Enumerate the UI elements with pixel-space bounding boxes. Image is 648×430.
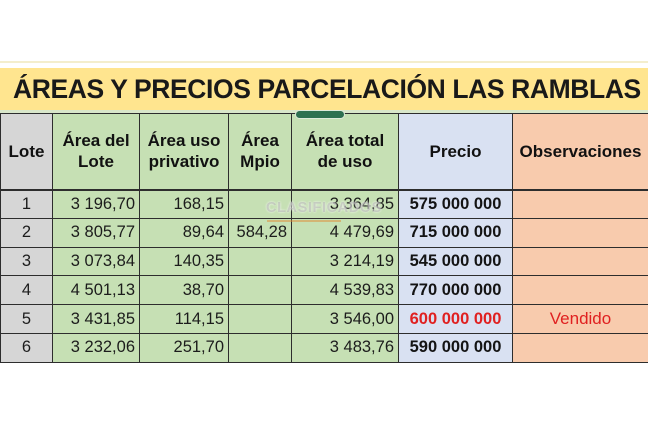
- column-header-observaciones: Observaciones: [512, 113, 648, 191]
- top-divider-line: [0, 61, 648, 63]
- table-row: 1 3 196,70 168,15 3 364,85 575 000 000: [0, 189, 648, 219]
- cell-precio-sold: 600 000 000: [398, 304, 513, 334]
- header-row: Lote Área del Lote Área uso privativo Ár…: [0, 113, 648, 191]
- cell-area-privativo: 89,64: [139, 217, 229, 248]
- cell-observaciones: [512, 275, 648, 306]
- cell-area-lote: 3 232,06: [52, 332, 140, 363]
- cell-lote: 6: [0, 332, 53, 363]
- cell-area-total: 4 479,69: [291, 217, 399, 248]
- table-row: 2 3 805,77 89,64 584,28 4 479,69 715 000…: [0, 217, 648, 248]
- price-table: Lote Área del Lote Área uso privativo Ár…: [0, 113, 648, 363]
- table-row-sold: 5 3 431,85 114,15 3 546,00 600 000 000 V…: [0, 304, 648, 334]
- cell-area-privativo: 38,70: [139, 275, 229, 306]
- cell-area-privativo: 114,15: [139, 304, 229, 334]
- cell-area-privativo: 251,70: [139, 332, 229, 363]
- cell-precio: 575 000 000: [398, 189, 513, 219]
- cell-observaciones-sold: Vendido: [512, 304, 648, 334]
- green-pill-decor: [295, 110, 345, 119]
- cell-area-total: 4 539,83: [291, 275, 399, 306]
- table-row: 4 4 501,13 38,70 4 539,83 770 000 000: [0, 275, 648, 306]
- cell-area-lote: 4 501,13: [52, 275, 140, 306]
- table-row: 3 3 073,84 140,35 3 214,19 545 000 000: [0, 246, 648, 277]
- cell-area-lote: 3 805,77: [52, 217, 140, 248]
- cell-area-lote: 3 073,84: [52, 246, 140, 277]
- column-header-area-mpio: Área Mpio: [228, 113, 292, 191]
- column-header-area-privativo: Área uso privativo: [139, 113, 229, 191]
- cell-area-mpio: [228, 275, 292, 306]
- cell-precio: 770 000 000: [398, 275, 513, 306]
- title-band: ÁREAS Y PRECIOS PARCELACIÓN LAS RAMBLAS …: [0, 68, 648, 110]
- cell-precio: 590 000 000: [398, 332, 513, 363]
- cell-area-mpio: [228, 332, 292, 363]
- column-header-precio: Precio: [398, 113, 513, 191]
- cell-area-total: 3 214,19: [291, 246, 399, 277]
- cell-area-lote: 3 431,85: [52, 304, 140, 334]
- cell-area-mpio: [228, 246, 292, 277]
- cell-area-mpio: 584,28: [228, 217, 292, 248]
- cell-area-total: 3 364,85: [291, 189, 399, 219]
- cell-observaciones: [512, 189, 648, 219]
- column-header-area-lote: Área del Lote: [52, 113, 140, 191]
- cell-precio: 715 000 000: [398, 217, 513, 248]
- cell-lote: 4: [0, 275, 53, 306]
- cell-area-total: 3 483,76: [291, 332, 399, 363]
- cell-lote: 1: [0, 189, 53, 219]
- cell-lote: 5: [0, 304, 53, 334]
- cell-observaciones: [512, 332, 648, 363]
- cell-lote: 2: [0, 217, 53, 248]
- cell-lote: 3: [0, 246, 53, 277]
- cell-area-privativo: 168,15: [139, 189, 229, 219]
- column-header-lote: Lote: [0, 113, 53, 191]
- cell-precio: 545 000 000: [398, 246, 513, 277]
- cell-area-mpio: [228, 304, 292, 334]
- cell-observaciones: [512, 217, 648, 248]
- cell-area-total: 3 546,00: [291, 304, 399, 334]
- cell-area-privativo: 140,35: [139, 246, 229, 277]
- cell-observaciones: [512, 246, 648, 277]
- cell-area-mpio: [228, 189, 292, 219]
- table-row: 6 3 232,06 251,70 3 483,76 590 000 000: [0, 332, 648, 363]
- cell-area-lote: 3 196,70: [52, 189, 140, 219]
- column-header-area-total: Área total de uso: [291, 113, 399, 191]
- page-title: ÁREAS Y PRECIOS PARCELACIÓN LAS RAMBLAS: [13, 73, 641, 104]
